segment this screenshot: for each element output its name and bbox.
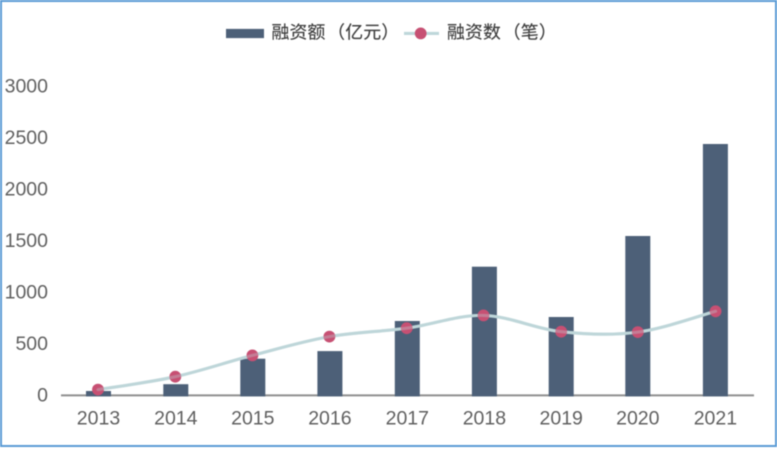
svg-text:2000: 2000 <box>5 179 49 201</box>
svg-text:2017: 2017 <box>386 408 429 430</box>
svg-text:2014: 2014 <box>154 408 198 430</box>
svg-text:1500: 1500 <box>5 230 49 252</box>
svg-text:2013: 2013 <box>77 408 120 430</box>
svg-text:0: 0 <box>37 385 48 407</box>
svg-text:2020: 2020 <box>616 408 660 430</box>
svg-text:2021: 2021 <box>694 408 737 430</box>
svg-text:2018: 2018 <box>463 408 506 430</box>
svg-text:2016: 2016 <box>308 408 351 430</box>
svg-text:1000: 1000 <box>5 282 49 304</box>
svg-text:2500: 2500 <box>5 127 49 149</box>
svg-text:2019: 2019 <box>540 408 583 430</box>
svg-text:2015: 2015 <box>231 408 275 430</box>
svg-text:500: 500 <box>15 333 48 355</box>
svg-text:3000: 3000 <box>5 76 49 98</box>
